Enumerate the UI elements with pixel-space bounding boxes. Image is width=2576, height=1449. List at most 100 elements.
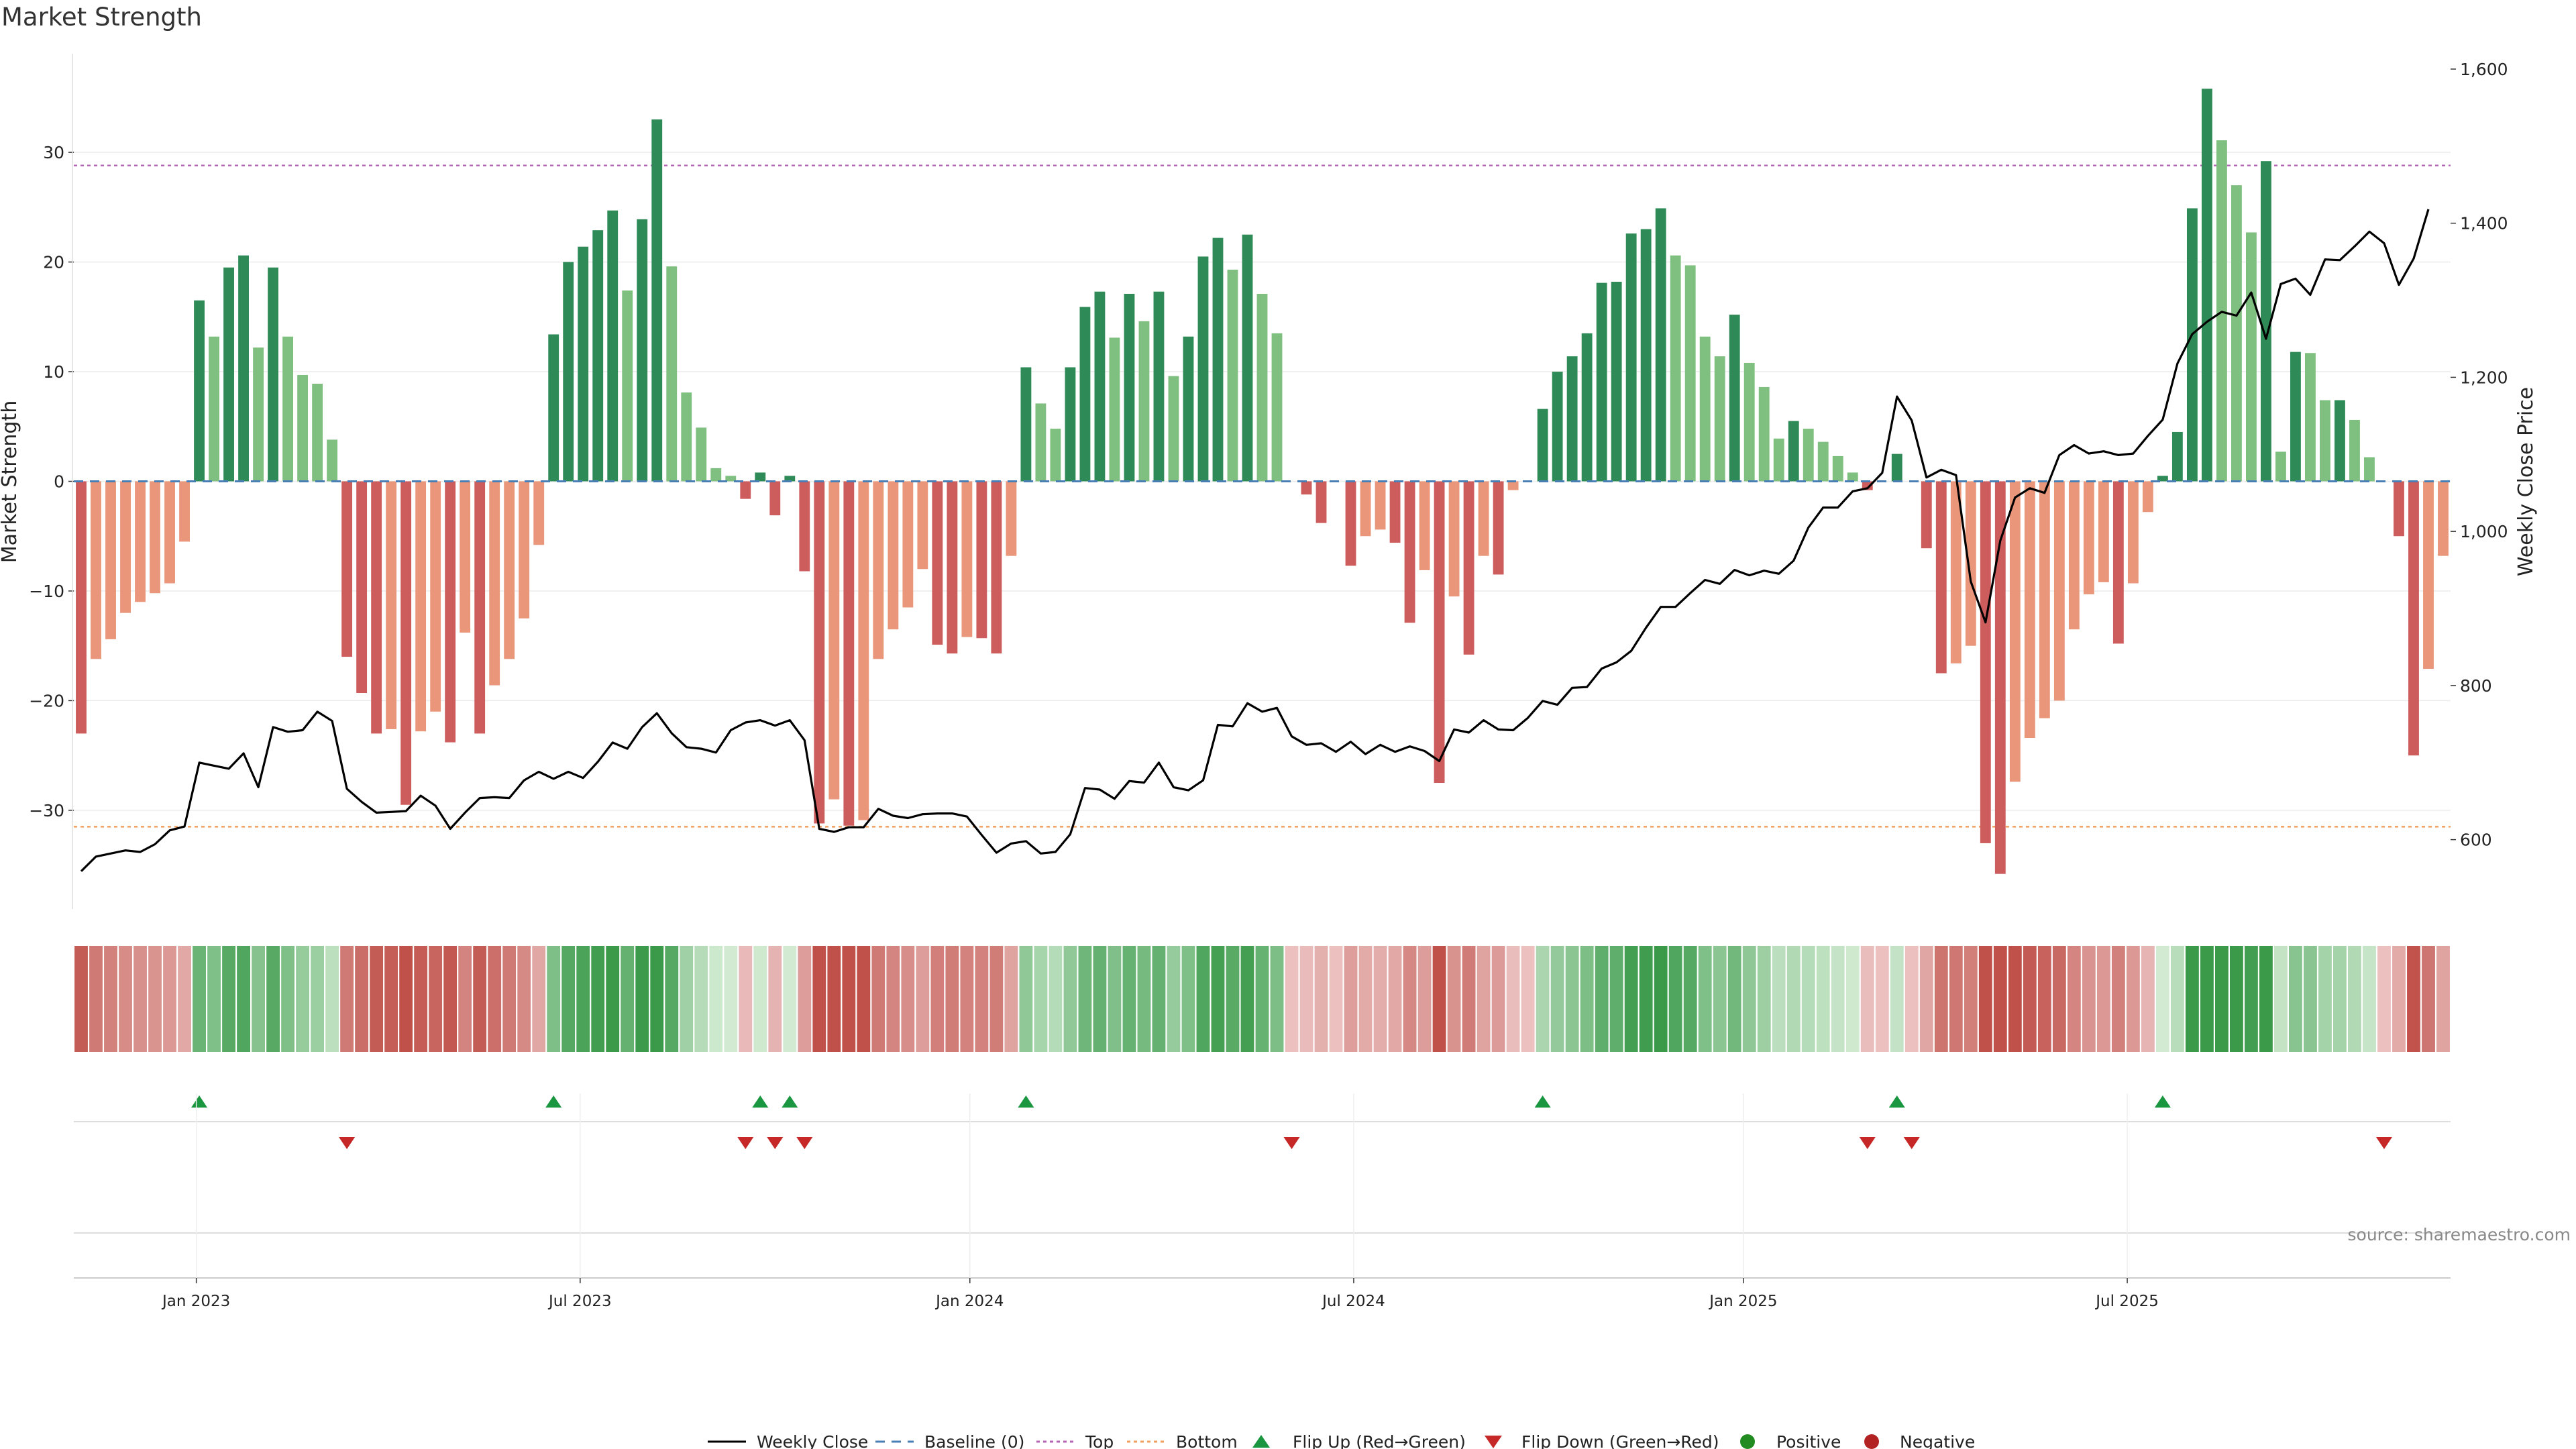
legend-label-bottom: Bottom <box>1176 1432 1238 1449</box>
heatmap-cell <box>1388 946 1402 1052</box>
heatmap-cell <box>635 946 649 1052</box>
heatmap-cell <box>1211 946 1225 1052</box>
heatmap-cell <box>1801 946 1815 1052</box>
strength-bar <box>223 267 234 482</box>
strength-bar <box>2334 400 2345 482</box>
heatmap-cell <box>975 946 989 1052</box>
strength-bar <box>1375 481 1386 530</box>
heatmap-cell <box>89 946 103 1052</box>
heatmap-cell <box>1432 946 1446 1052</box>
strength-bar <box>1020 367 1032 482</box>
heatmap-cell <box>1654 946 1668 1052</box>
heatmap-cell <box>1417 946 1432 1052</box>
strength-bar <box>489 481 500 686</box>
heatmap-cell <box>621 946 635 1052</box>
strength-bar <box>607 210 619 482</box>
y2-tick-label: 600 <box>2460 830 2492 850</box>
flip-up-icon <box>1252 1435 1270 1448</box>
flip-down-marker <box>767 1137 784 1149</box>
heatmap-cell <box>650 946 664 1052</box>
strength-bar <box>1301 481 1312 495</box>
strength-bar <box>1596 282 1607 482</box>
strength-bar <box>710 468 722 482</box>
date-tick-label: Jul 2024 <box>1321 1293 1385 1310</box>
strength-bar <box>2083 481 2094 594</box>
strength-bar <box>282 336 294 482</box>
date-tick-label: Jan 2023 <box>161 1293 230 1310</box>
flip-down-icon <box>1485 1436 1502 1448</box>
heatmap-cell <box>222 946 235 1052</box>
heatmap-cell <box>1019 946 1033 1052</box>
y-tick-label: 0 <box>54 472 64 492</box>
strength-bar <box>961 481 973 637</box>
heatmap-cell <box>1536 946 1550 1052</box>
strength-bar <box>430 481 441 712</box>
strength-bar <box>1699 336 1711 482</box>
strength-bar <box>120 481 131 613</box>
heatmap-cell <box>1639 946 1653 1052</box>
strength-bar <box>327 439 338 482</box>
heatmap-cell <box>237 946 250 1052</box>
flip-down-marker <box>1283 1137 1300 1149</box>
heatmap-cell <box>1285 946 1299 1052</box>
heatmap-cell <box>2155 946 2169 1052</box>
strength-bar <box>1035 403 1046 482</box>
strength-bar <box>1109 337 1120 482</box>
heatmap-cell <box>2052 946 2066 1052</box>
heatmap-cell <box>104 946 117 1052</box>
legend-item-baseline: Baseline (0) <box>875 1432 1024 1449</box>
strength-bar <box>1832 455 1843 482</box>
strength-bar <box>533 481 545 545</box>
heatmap-cell <box>1860 946 1874 1052</box>
heatmap-cell <box>1270 946 1284 1052</box>
strength-bar <box>1256 293 1268 482</box>
strength-bar <box>1581 333 1593 482</box>
heatmap-cell <box>1004 946 1018 1052</box>
flip-down-marker <box>796 1137 813 1149</box>
heatmap-cell <box>2214 946 2229 1052</box>
heatmap-cell <box>1904 946 1919 1052</box>
strength-bar <box>2112 481 2124 644</box>
heatmap-cell <box>1964 946 1978 1052</box>
heatmap-cell <box>207 946 221 1052</box>
heatmap-cell <box>2126 946 2140 1052</box>
heatmap-cell <box>1373 946 1387 1052</box>
heatmap-cell <box>2436 946 2450 1052</box>
strength-bar <box>2231 185 2242 482</box>
heatmap-cell <box>945 946 959 1052</box>
flip-down-marker <box>1903 1137 1920 1149</box>
legend-label-weekly-close: Weekly Close <box>757 1432 868 1449</box>
strength-bar <box>2127 481 2139 584</box>
weekly-close-line <box>80 209 2430 872</box>
strength-bar <box>1419 481 1430 570</box>
heatmap-cell <box>1550 946 1564 1052</box>
heatmap-cell <box>842 946 856 1052</box>
heatmap-cell <box>1786 946 1801 1052</box>
heatmap-cell <box>916 946 930 1052</box>
strength-bar <box>238 255 249 482</box>
date-tick-label: Jul 2025 <box>2094 1293 2159 1310</box>
heatmap-cell <box>1403 946 1417 1052</box>
source-note: source: sharemaestro.com <box>2348 1225 2571 1244</box>
heatmap-cell <box>1462 946 1476 1052</box>
strength-bar <box>2408 481 2419 756</box>
heatmap-cell <box>2141 946 2155 1052</box>
heatmap-cell <box>163 946 176 1052</box>
strength-bar <box>209 336 219 482</box>
heatmap-cell <box>2422 946 2435 1052</box>
heatmap-cell <box>857 946 871 1052</box>
heatmap-cell <box>2259 946 2273 1052</box>
strength-bar <box>1803 429 1814 482</box>
heatmap-cell <box>1506 946 1520 1052</box>
date-tick-label: Jan 2025 <box>1708 1293 1777 1310</box>
heatmap-cell <box>1698 946 1712 1052</box>
heatmap-cell <box>414 946 428 1052</box>
strength-bar <box>873 481 884 659</box>
heatmap-cell <box>2244 946 2258 1052</box>
strength-bar <box>1847 472 1858 482</box>
heatmap-cell <box>1122 946 1136 1052</box>
strength-bar <box>1389 481 1401 543</box>
strength-bar <box>1316 481 1327 523</box>
heatmap-cell <box>886 946 900 1052</box>
heatmap-cell <box>768 946 782 1052</box>
